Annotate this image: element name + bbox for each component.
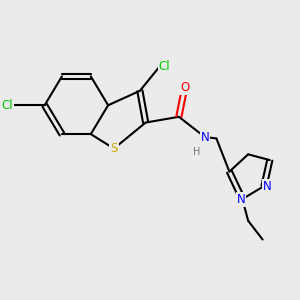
Text: Cl: Cl xyxy=(2,99,14,112)
Text: S: S xyxy=(110,142,118,155)
Text: N: N xyxy=(200,130,209,143)
Text: O: O xyxy=(180,81,189,94)
Text: H: H xyxy=(193,147,200,157)
Text: N: N xyxy=(262,180,271,193)
Text: Cl: Cl xyxy=(159,60,170,73)
Text: N: N xyxy=(237,193,245,206)
